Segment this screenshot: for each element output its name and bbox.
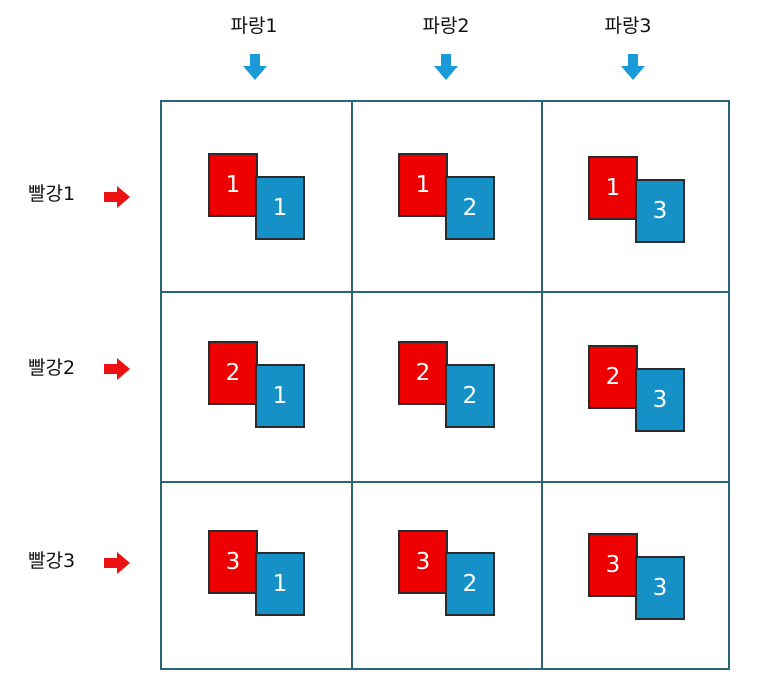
red-card: 3: [398, 530, 448, 594]
down-arrow-icon: [434, 54, 458, 80]
blue-card: 2: [445, 176, 495, 240]
red-card: 1: [588, 156, 638, 220]
grid-divider: [541, 102, 543, 668]
grid-divider: [162, 481, 728, 483]
column-label-3: 파랑3: [604, 15, 652, 37]
row-label-2: 빨강2: [28, 357, 76, 379]
right-arrow-icon: [104, 358, 130, 380]
grid-divider: [162, 291, 728, 293]
blue-card: 3: [635, 368, 685, 432]
blue-card: 1: [255, 552, 305, 616]
grid-divider: [351, 102, 353, 668]
down-arrow-icon: [243, 54, 267, 80]
right-arrow-icon: [104, 552, 130, 574]
blue-card: 2: [445, 364, 495, 428]
red-card: 3: [588, 533, 638, 597]
down-arrow-icon: [621, 54, 645, 80]
blue-card: 3: [635, 556, 685, 620]
column-label-2: 파랑2: [422, 15, 470, 37]
red-card: 1: [398, 153, 448, 217]
red-card: 1: [208, 153, 258, 217]
blue-card: 1: [255, 176, 305, 240]
red-card: 2: [588, 345, 638, 409]
row-label-1: 빨강1: [28, 183, 76, 205]
combination-grid: 1 1 1 2 1 3 2 1 2 2 2 3 3 1 3 2 3 3: [160, 100, 730, 670]
blue-card: 1: [255, 364, 305, 428]
column-label-1: 파랑1: [230, 15, 278, 37]
blue-card: 3: [635, 179, 685, 243]
red-card: 2: [398, 341, 448, 405]
blue-card: 2: [445, 552, 495, 616]
row-label-3: 빨강3: [28, 550, 76, 572]
red-card: 2: [208, 341, 258, 405]
red-card: 3: [208, 530, 258, 594]
right-arrow-icon: [104, 186, 130, 208]
